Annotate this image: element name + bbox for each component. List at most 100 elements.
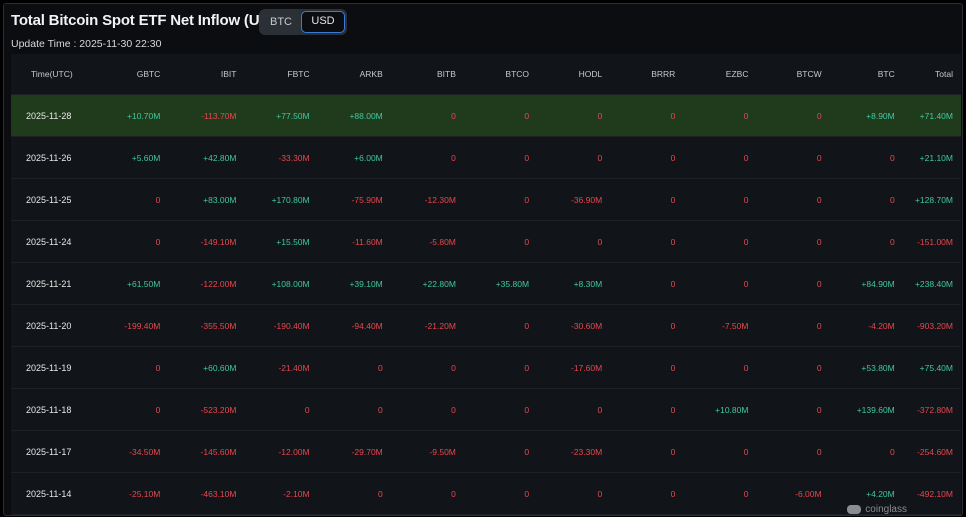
flow-cell: -7.50M <box>683 304 757 347</box>
column-header[interactable]: BTC <box>829 54 903 95</box>
flow-cell: +60.60M <box>168 346 245 389</box>
flow-cell: +10.80M <box>683 388 757 431</box>
flow-cell: -4.20M <box>829 304 903 347</box>
toggle-btc-button[interactable]: BTC <box>270 16 292 28</box>
flow-cell: -36.90M <box>537 178 611 221</box>
date-cell: 2025-11-14 <box>11 472 102 515</box>
column-header[interactable]: ARKB <box>317 54 391 95</box>
flow-cell: +238.40M <box>902 262 961 305</box>
flow-cell: 0 <box>683 136 757 179</box>
flow-cell: +53.80M <box>829 346 903 389</box>
etf-inflow-panel: Total Bitcoin Spot ETF Net Inflow (USD) … <box>3 3 963 516</box>
flow-cell: 0 <box>537 136 611 179</box>
update-time: Update Time : 2025-11-30 22:30 <box>11 38 162 50</box>
flow-cell: +128.70M <box>902 178 961 221</box>
flow-cell: +15.50M <box>244 220 318 263</box>
flow-cell: 0 <box>610 94 684 137</box>
flow-cell: 0 <box>101 220 169 263</box>
flow-cell: 0 <box>537 220 611 263</box>
flow-cell: -9.50M <box>390 430 464 473</box>
flow-cell: 0 <box>610 388 684 431</box>
watermark: coinglass <box>847 504 907 515</box>
flow-cell: -463.10M <box>168 472 245 515</box>
flow-cell: +75.40M <box>902 346 961 389</box>
flow-cell: 0 <box>463 178 538 221</box>
column-header[interactable]: EZBC <box>683 54 757 95</box>
toggle-usd-button[interactable]: USD <box>301 11 345 33</box>
flow-cell: -11.60M <box>317 220 391 263</box>
column-header[interactable]: BTCO <box>463 54 538 95</box>
flow-cell: 0 <box>756 220 830 263</box>
column-header[interactable]: BRRR <box>610 54 684 95</box>
flow-cell: -145.60M <box>168 430 245 473</box>
column-header[interactable]: Total <box>902 54 961 95</box>
flow-cell: -25.10M <box>101 472 169 515</box>
flow-cell: -33.30M <box>244 136 318 179</box>
flow-cell: 0 <box>756 136 830 179</box>
flow-cell: 0 <box>463 430 538 473</box>
table-row[interactable]: 2025-11-20 -199.40M -355.50M -190.40M -94.40… <box>11 304 961 347</box>
flow-cell: +39.10M <box>317 262 391 305</box>
date-cell: 2025-11-24 <box>11 220 102 263</box>
column-header[interactable]: FBTC <box>244 54 318 95</box>
flow-cell: +61.50M <box>101 262 169 305</box>
flow-cell: -21.20M <box>390 304 464 347</box>
flow-cell: 0 <box>756 388 830 431</box>
flow-cell: 0 <box>610 472 684 515</box>
flow-cell: +88.00M <box>317 94 391 137</box>
flow-cell: 0 <box>101 388 169 431</box>
flow-cell: +139.60M <box>829 388 903 431</box>
column-header[interactable]: BTCW <box>756 54 830 95</box>
table-row[interactable]: 2025-11-18 0 -523.20M 0 0 0 0 0 0 +10.80M 0 +139.60… <box>11 388 961 431</box>
column-header[interactable]: HODL <box>537 54 611 95</box>
flow-cell: 0 <box>101 346 169 389</box>
flow-cell: -122.00M <box>168 262 245 305</box>
flow-cell: 0 <box>756 346 830 389</box>
coinglass-logo-icon <box>847 505 862 514</box>
flow-cell: -6.00M <box>756 472 830 515</box>
flow-cell: 0 <box>537 472 611 515</box>
flow-cell: -199.40M <box>101 304 169 347</box>
flow-cell: -903.20M <box>902 304 961 347</box>
table-row[interactable]: 2025-11-21 +61.50M -122.00M +108.00M +39.10M… <box>11 262 961 305</box>
flow-cell: 0 <box>537 388 611 431</box>
table-row[interactable]: 2025-11-28 +10.70M -113.70M +77.50M +88.00M 0… <box>11 94 961 137</box>
table-row[interactable]: 2025-11-17 -34.50M -145.60M -12.00M -29.70M -… <box>11 430 961 473</box>
flow-cell: 0 <box>683 220 757 263</box>
table-row[interactable]: 2025-11-14 -25.10M -463.10M -2.10M 0 0 0 0 0 0 -6.… <box>11 472 961 515</box>
flow-cell: -254.60M <box>902 430 961 473</box>
date-cell: 2025-11-19 <box>11 346 102 389</box>
date-cell: 2025-11-26 <box>11 136 102 179</box>
flow-cell: 0 <box>610 346 684 389</box>
table-row[interactable]: 2025-11-19 0 +60.60M -21.40M 0 0 0 -17.60M 0 0 0 +5… <box>11 346 961 389</box>
flow-cell: 0 <box>101 178 169 221</box>
flow-cell: +35.80M <box>463 262 538 305</box>
flow-cell: 0 <box>610 178 684 221</box>
flow-cell: -149.10M <box>168 220 245 263</box>
flow-cell: -30.60M <box>537 304 611 347</box>
flow-cell: 0 <box>829 178 903 221</box>
date-cell: 2025-11-18 <box>11 388 102 431</box>
table-row[interactable]: 2025-11-26 +5.60M +42.80M -33.30M +6.00M 0 0 0 0… <box>11 136 961 179</box>
flow-cell: 0 <box>463 94 538 137</box>
column-header[interactable]: BITB <box>390 54 464 95</box>
flow-cell: -23.30M <box>537 430 611 473</box>
column-header[interactable]: Time(UTC) <box>11 54 102 95</box>
table-row[interactable]: 2025-11-25 0 +83.00M +170.80M -75.90M -12.30M… <box>11 178 961 221</box>
flow-cell: 0 <box>390 136 464 179</box>
column-header[interactable]: IBIT <box>168 54 245 95</box>
inflow-table-container: Time(UTC) GBTC IBIT FBTC ARKB BITB BTCO HODL BRR… <box>11 54 961 515</box>
flow-cell: +21.10M <box>902 136 961 179</box>
flow-cell: 0 <box>829 430 903 473</box>
table-header-row: Time(UTC) GBTC IBIT FBTC ARKB BITB BTCO HODL BRR… <box>11 54 961 95</box>
flow-cell: +84.90M <box>829 262 903 305</box>
flow-cell: +108.00M <box>244 262 318 305</box>
inflow-table: Time(UTC) GBTC IBIT FBTC ARKB BITB BTCO HODL BRR… <box>11 54 961 515</box>
flow-cell: 0 <box>317 346 391 389</box>
date-cell: 2025-11-17 <box>11 430 102 473</box>
table-row[interactable]: 2025-11-24 0 -149.10M +15.50M -11.60M -5.80M 0… <box>11 220 961 263</box>
column-header[interactable]: GBTC <box>101 54 169 95</box>
flow-cell: -372.80M <box>902 388 961 431</box>
watermark-text: coinglass <box>865 504 907 515</box>
flow-cell: +8.30M <box>537 262 611 305</box>
